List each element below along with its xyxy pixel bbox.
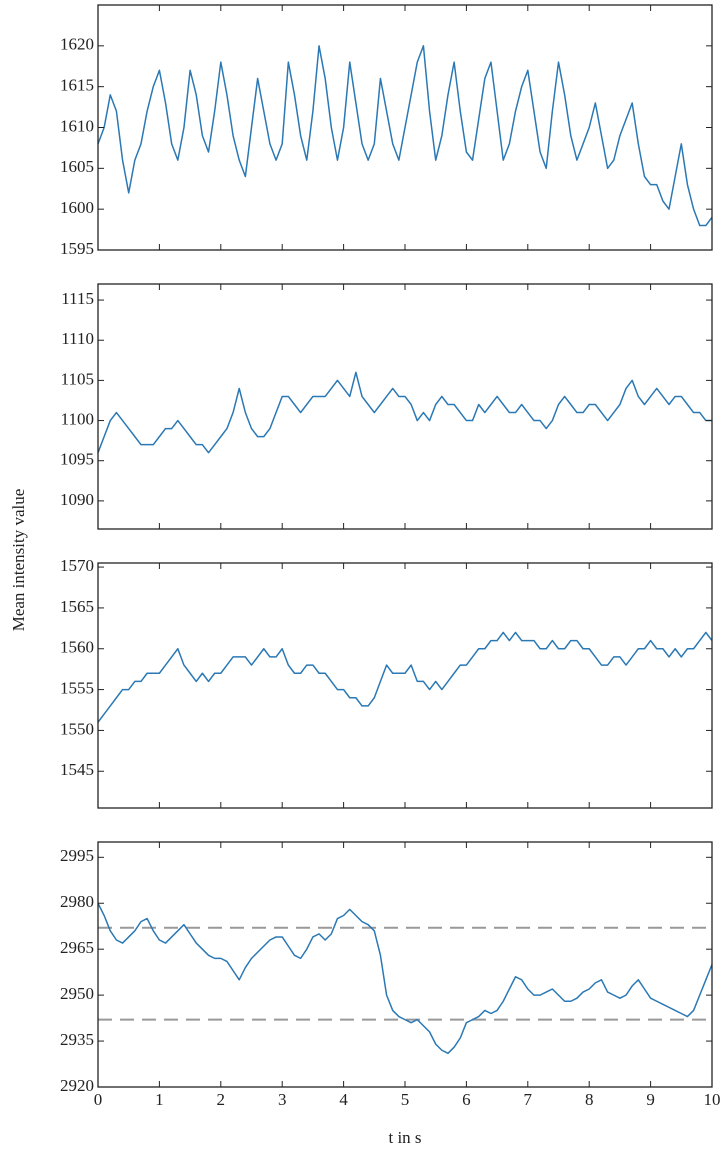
y-tick-label: 1090	[60, 490, 94, 509]
x-tick-label: 2	[217, 1090, 226, 1109]
data-line	[97, 371, 712, 454]
y-tick-label: 2920	[60, 1076, 94, 1095]
y-tick-label: 2965	[60, 938, 94, 957]
axes-frame	[97, 841, 713, 1088]
y-tick-label: 1095	[60, 450, 94, 469]
x-tick-label: 4	[339, 1090, 348, 1109]
data-line	[97, 45, 713, 227]
y-tick-label: 1115	[61, 289, 94, 308]
x-axis-label: t in s	[388, 1128, 421, 1147]
y-tick-label: 1565	[60, 597, 94, 616]
y-tick-label: 1605	[60, 157, 94, 176]
y-tick-label: 1600	[60, 198, 94, 217]
y-tick-label: 1100	[61, 409, 94, 428]
data-line	[97, 631, 713, 723]
y-tick-label: 1620	[60, 35, 94, 54]
y-tick-label: 1610	[60, 116, 94, 135]
x-tick-label: 5	[401, 1090, 410, 1109]
y-tick-label: 2950	[60, 984, 94, 1003]
y-tick-label: 1615	[60, 76, 94, 95]
x-tick-label: 10	[704, 1090, 721, 1109]
x-tick-label: 8	[585, 1090, 594, 1109]
data-line	[97, 902, 713, 1055]
y-tick-label: 1105	[61, 369, 94, 388]
y-tick-label: 2980	[60, 892, 94, 911]
x-tick-label: 3	[278, 1090, 287, 1109]
y-tick-label: 1110	[61, 329, 94, 348]
y-tick-label: 1560	[60, 638, 94, 657]
y-tick-label: 1550	[60, 719, 94, 738]
y-axis-label: Mean intensity value	[9, 489, 28, 632]
axes-frame	[97, 283, 713, 530]
axes-frame	[97, 562, 713, 809]
x-tick-label: 7	[524, 1090, 533, 1109]
y-tick-label: 1545	[60, 760, 94, 779]
y-tick-label: 2995	[60, 846, 94, 865]
y-tick-label: 1595	[60, 239, 94, 258]
x-tick-label: 0	[94, 1090, 103, 1109]
x-tick-label: 1	[155, 1090, 164, 1109]
x-tick-label: 9	[646, 1090, 655, 1109]
y-tick-label: 1555	[60, 678, 94, 697]
y-tick-label: 2935	[60, 1030, 94, 1049]
x-tick-label: 6	[462, 1090, 471, 1109]
y-tick-label: 1570	[60, 556, 94, 575]
